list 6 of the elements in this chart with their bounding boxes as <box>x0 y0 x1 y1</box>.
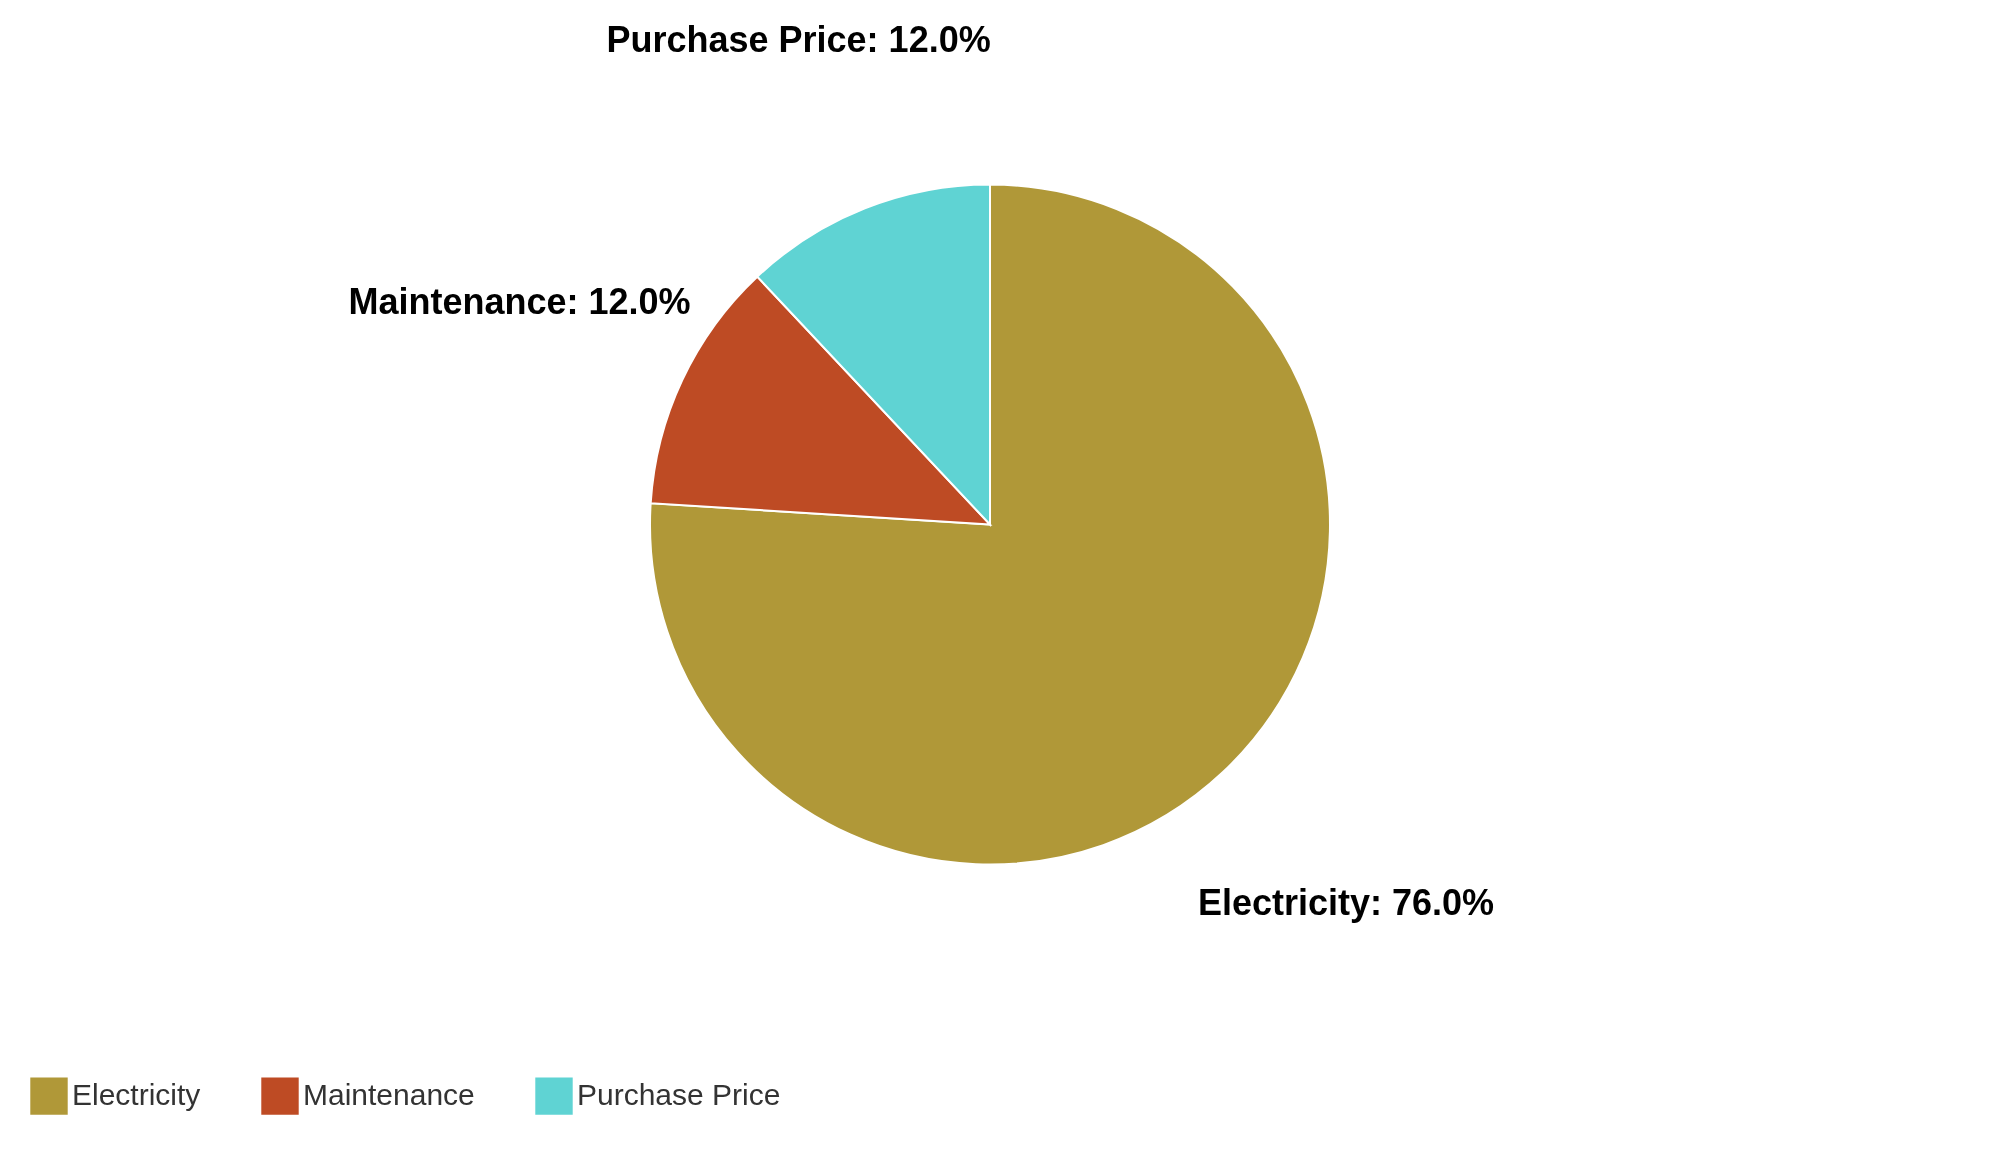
legend-label: Maintenance <box>303 1078 475 1112</box>
data-label: Purchase Price: 12.0% <box>606 19 991 61</box>
data-label: Maintenance: 12.0% <box>348 281 691 323</box>
legend-label: Electricity <box>72 1078 201 1112</box>
data-label: Electricity: 76.0% <box>1197 881 1495 923</box>
legend-label: Purchase Price <box>577 1078 781 1112</box>
